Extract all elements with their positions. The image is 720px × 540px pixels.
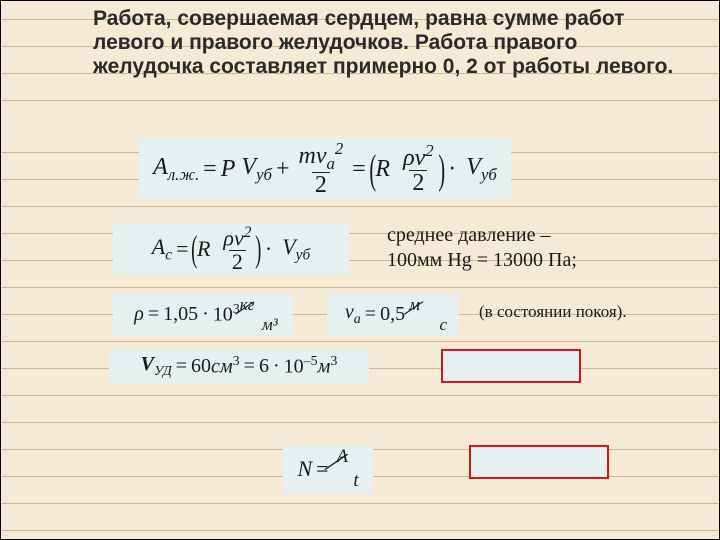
text-at-rest: (в состоянии покоя). bbox=[479, 301, 627, 322]
sym-R: R bbox=[375, 156, 390, 183]
sym-Vub1: Vуб bbox=[241, 154, 272, 185]
ten: 10–5 bbox=[284, 354, 318, 379]
sym-Vub: Vуб bbox=[282, 234, 310, 264]
op-plus: + bbox=[276, 156, 290, 183]
rparen bbox=[438, 146, 445, 193]
formula-nu: νа = 0,5 м ∕ с bbox=[327, 293, 459, 335]
lparen bbox=[369, 146, 376, 193]
op-eq: = bbox=[365, 303, 376, 326]
op-dot: · bbox=[273, 355, 280, 378]
sym-R: R bbox=[197, 236, 210, 262]
sym-Vub2: Vуб bbox=[466, 154, 497, 185]
formula-work-heart: Aс = R ρv2 2 · Vуб bbox=[113, 223, 349, 275]
unit-kg-m3: кг ∕ м³ bbox=[240, 299, 272, 329]
op-dot: · bbox=[448, 156, 456, 183]
unit1: см3 bbox=[211, 354, 240, 379]
result-box-1 bbox=[441, 349, 581, 383]
sym-P: P bbox=[221, 156, 236, 183]
sym-Ac: Aс bbox=[152, 234, 172, 264]
formula-power: N = A ∕ t bbox=[283, 445, 373, 493]
val1: 60 bbox=[191, 355, 211, 378]
val: 1,05 bbox=[163, 303, 198, 326]
heading: Работа, совершаемая сердцем, равна сумме… bbox=[93, 7, 689, 79]
frac-A-t: A ∕ t bbox=[333, 452, 359, 486]
frac-rhov2: ρv2 2 bbox=[400, 143, 437, 195]
sym-A: Aл.ж. bbox=[153, 154, 199, 185]
result-box-2 bbox=[469, 445, 609, 479]
op-eq: = bbox=[203, 156, 217, 183]
op-eq2: = bbox=[244, 355, 255, 378]
op-dot: · bbox=[202, 303, 209, 326]
text-avg-pressure: среднее давление – 100мм Hg = 13000 Па; bbox=[387, 223, 647, 273]
lparen bbox=[192, 228, 198, 271]
frac-rhov2: ρv2 2 bbox=[220, 225, 254, 272]
sym-nu: νа bbox=[345, 301, 361, 328]
op-dot: · bbox=[265, 236, 272, 262]
unit2: м3 bbox=[318, 354, 338, 379]
formula-vud: VУД = 60 см3 = 6 · 10–5 м3 bbox=[109, 349, 369, 383]
formula-rho: ρ = 1,05 · 103 кг ∕ м³ bbox=[113, 293, 293, 335]
sym-rho: ρ bbox=[134, 303, 144, 326]
rparen bbox=[256, 228, 262, 271]
op-eq2: = bbox=[352, 156, 366, 183]
op-eq: = bbox=[148, 303, 159, 326]
val: 0,5 bbox=[380, 303, 405, 326]
unit-m-s: м ∕ с bbox=[409, 299, 441, 329]
op-eq: = bbox=[176, 355, 187, 378]
formula-work-left-ventricle: Aл.ж. = P Vуб + mνа2 2 = R ρv2 2 · Vуб bbox=[139, 139, 511, 199]
frac-mva2: mνа2 2 bbox=[296, 141, 347, 198]
sym-N: N bbox=[297, 456, 312, 482]
val2: 6 bbox=[259, 355, 269, 378]
op-eq: = bbox=[176, 236, 188, 262]
sym-Vud: VУД bbox=[141, 353, 172, 380]
